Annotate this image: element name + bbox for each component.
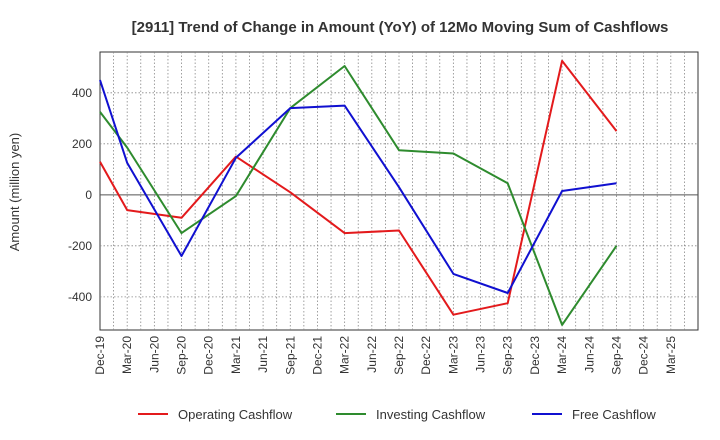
legend-label: Free Cashflow — [572, 407, 656, 422]
y-tick-label: 0 — [85, 188, 92, 202]
x-tick-label: Sep-21 — [283, 336, 297, 375]
x-tick-label: Dec-22 — [419, 336, 433, 375]
y-tick-label: -400 — [68, 290, 92, 304]
series-lines — [99, 59, 618, 326]
x-tick-label: Jun-21 — [256, 336, 270, 373]
series-line-free-cashflow — [99, 79, 617, 294]
y-axis-ticks: -400 -200 0 200 400 — [68, 86, 92, 304]
x-tick-label: Dec-19 — [93, 336, 107, 375]
x-tick-label: Mar-23 — [446, 336, 460, 374]
x-tick-label: Jun-24 — [582, 336, 596, 373]
x-tick-label: Sep-20 — [175, 336, 189, 375]
x-tick-label: Mar-22 — [338, 336, 352, 374]
x-tick-label: Dec-24 — [637, 336, 651, 375]
legend: Operating Cashflow Investing Cashflow Free… — [138, 407, 656, 422]
y-tick-label: 200 — [72, 137, 92, 151]
x-tick-label: Mar-20 — [120, 336, 134, 374]
gridlines — [100, 52, 698, 330]
x-tick-label: Mar-24 — [555, 336, 569, 374]
x-axis-ticks: Dec-19 Mar-20 Jun-20 Sep-20 Dec-20 Mar-21 Jun-… — [93, 336, 678, 375]
x-tick-label: Sep-23 — [501, 336, 515, 375]
legend-label: Operating Cashflow — [178, 407, 293, 422]
x-tick-label: Jun-22 — [365, 336, 379, 373]
y-tick-label: -200 — [68, 239, 92, 253]
x-tick-label: Jun-23 — [474, 336, 488, 373]
series-line-investing-cashflow — [99, 65, 618, 326]
x-tick-label: Sep-24 — [609, 336, 623, 375]
y-axis-label: Amount (million yen) — [7, 133, 22, 252]
x-tick-label: Mar-21 — [229, 336, 243, 374]
x-tick-label: Dec-20 — [202, 336, 216, 375]
x-tick-label: Dec-21 — [310, 336, 324, 375]
x-tick-label: Jun-20 — [147, 336, 161, 373]
x-tick-label: Sep-22 — [392, 336, 406, 375]
series-line-operating-cashflow — [99, 59, 618, 316]
y-tick-label: 400 — [72, 86, 92, 100]
plot-area — [99, 51, 699, 331]
chart-title: [2911] Trend of Change in Amount (YoY) o… — [132, 19, 669, 36]
legend-label: Investing Cashflow — [376, 407, 486, 422]
x-tick-label: Mar-25 — [664, 336, 678, 374]
x-tick-label: Dec-23 — [528, 336, 542, 375]
